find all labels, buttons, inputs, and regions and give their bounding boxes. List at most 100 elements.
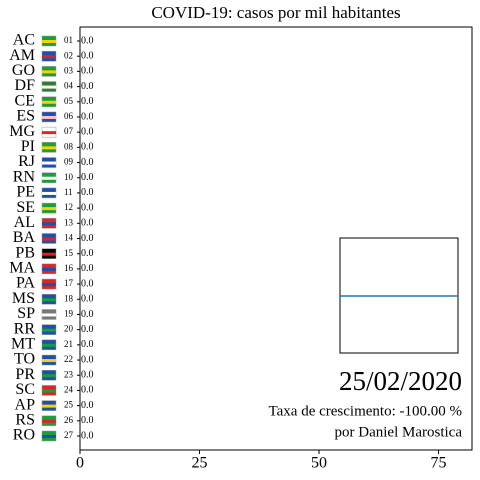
y-tick-label: RJ (18, 153, 35, 170)
flag-stripe (42, 237, 56, 241)
y-tick-label: PR (15, 366, 35, 383)
y-tick-label: ES (16, 108, 35, 125)
rank-label: 27 (64, 430, 74, 440)
flag-stripe (42, 161, 56, 165)
value-label: 0.0 (81, 324, 94, 335)
y-tick-label: CE (15, 92, 35, 109)
y-tick-label: PB (15, 244, 35, 261)
flag-stripe (42, 313, 56, 317)
rank-label: 19 (64, 309, 74, 319)
rank-label: 25 (64, 400, 74, 410)
y-tick-label: MG (9, 123, 35, 140)
flag-stripe (42, 389, 56, 393)
rank-label: 09 (64, 157, 74, 167)
rank-label: 10 (64, 172, 74, 182)
growth-label: Taxa de crescimento: -100.00 % (269, 403, 462, 419)
y-tick-label: SP (17, 305, 35, 322)
flag-stripe (42, 374, 56, 378)
y-tick-label: SC (15, 381, 35, 398)
flag-stripe (42, 328, 56, 332)
rank-label: 14 (64, 233, 74, 243)
rank-label: 23 (64, 369, 74, 379)
flag-stripe (42, 419, 56, 423)
flag-stripe (42, 267, 56, 271)
value-label: 0.0 (81, 233, 94, 244)
rank-label: 17 (64, 278, 74, 288)
flag-stripe (42, 85, 56, 89)
x-tick-label: 50 (311, 455, 327, 472)
author-label: por Daniel Marostica (335, 424, 463, 440)
y-tick-label: BA (13, 229, 36, 246)
y-tick-label: MA (9, 260, 35, 277)
value-label: 0.0 (81, 309, 94, 320)
y-tick-label: PE (16, 184, 35, 201)
flag-stripe (42, 222, 56, 226)
y-tick-label: AL (14, 214, 35, 231)
value-label: 0.0 (81, 385, 94, 396)
flag-stripe (42, 176, 56, 180)
value-label: 0.0 (81, 126, 94, 137)
flag-stripe (42, 359, 56, 363)
value-label: 0.0 (81, 96, 94, 107)
flag-stripe (42, 146, 56, 150)
y-tick-label: AM (9, 47, 35, 64)
rank-label: 24 (64, 384, 74, 394)
y-tick-label: RR (14, 320, 36, 337)
flag-stripe (42, 40, 56, 43)
value-label: 0.0 (81, 263, 94, 274)
rank-label: 06 (64, 111, 74, 121)
flag-stripe (42, 191, 56, 195)
rank-label: 22 (64, 354, 73, 364)
rank-label: 20 (64, 324, 74, 334)
rank-label: 01 (64, 35, 73, 45)
rank-label: 21 (64, 339, 73, 349)
y-tick-label: PI (21, 138, 35, 155)
y-tick-label: RN (13, 168, 36, 185)
flag-stripe (42, 131, 56, 135)
y-tick-label: RS (15, 411, 35, 428)
flag-stripe (42, 343, 56, 347)
value-label: 0.0 (81, 294, 94, 305)
rank-label: 18 (64, 293, 74, 303)
value-label: 0.0 (81, 400, 94, 411)
x-tick-label: 0 (76, 455, 84, 472)
flag-stripe (42, 252, 56, 256)
value-label: 0.0 (81, 66, 94, 77)
flag-stripe (42, 283, 56, 287)
y-tick-label: RO (13, 427, 35, 444)
value-label: 0.0 (81, 202, 94, 213)
x-tick-label: 75 (431, 455, 447, 472)
rank-label: 03 (64, 65, 74, 75)
rank-label: 08 (64, 141, 74, 151)
flag-stripe (42, 115, 56, 119)
y-tick-label: GO (12, 62, 35, 79)
value-label: 0.0 (81, 111, 94, 122)
value-label: 0.0 (81, 278, 94, 289)
y-tick-label: MT (11, 336, 35, 353)
rank-label: 07 (64, 126, 74, 136)
value-label: 0.0 (81, 415, 94, 426)
rank-label: 13 (64, 217, 74, 227)
rank-label: 26 (64, 415, 74, 425)
y-tick-label: PA (16, 275, 35, 292)
y-tick-label: AP (15, 396, 36, 413)
y-tick-label: DF (15, 77, 36, 94)
y-tick-label: SE (16, 199, 35, 216)
value-label: 0.0 (81, 218, 94, 229)
chart-title: COVID-19: casos por mil habitantes (151, 3, 400, 22)
value-label: 0.0 (81, 370, 94, 381)
flag-stripe (42, 55, 56, 59)
rank-label: 11 (64, 187, 73, 197)
value-label: 0.0 (81, 157, 94, 168)
value-label: 0.0 (81, 248, 94, 259)
flag-stripe (42, 207, 56, 211)
rank-label: 15 (64, 248, 74, 258)
value-label: 0.0 (81, 81, 94, 92)
rank-label: 05 (64, 96, 74, 106)
flag-stripe (42, 404, 56, 408)
rank-label: 04 (64, 81, 74, 91)
value-label: 0.0 (81, 339, 94, 350)
rank-label: 16 (64, 263, 74, 273)
value-label: 0.0 (81, 50, 94, 61)
